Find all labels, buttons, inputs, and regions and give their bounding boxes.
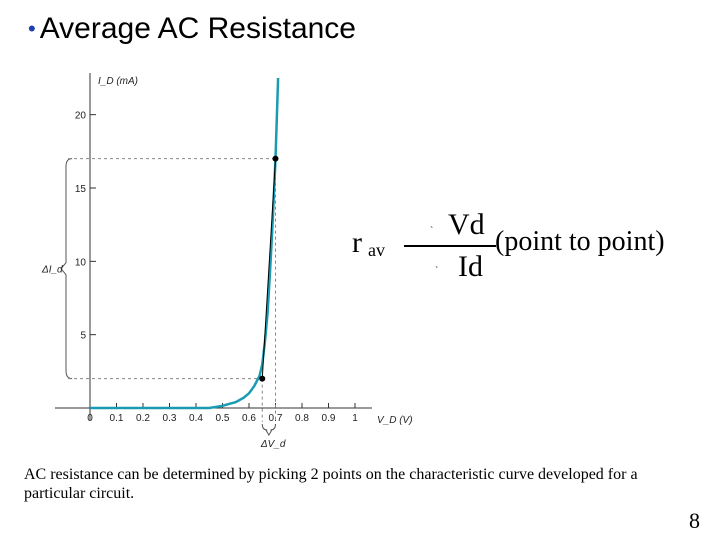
formula-subscript-av: av	[368, 240, 385, 260]
formula-r: r	[352, 226, 362, 259]
chord-line	[261, 158, 276, 379]
x-tick-label-5: 0.5	[216, 413, 230, 424]
x-tick-label-8: 0.8	[295, 413, 309, 424]
x-tick-label-3: 0.3	[163, 413, 177, 424]
formula-numerator: Vd	[448, 208, 485, 241]
x-tick-label-0: 0	[87, 413, 93, 424]
stray-mark-2: `	[435, 266, 439, 277]
x-tick-label-4: 0.4	[189, 413, 203, 424]
x-tick-label-1: 0.1	[110, 413, 124, 424]
delta-i-brace	[60, 158, 73, 380]
fraction-bar	[404, 245, 496, 247]
page-number: 8	[689, 508, 700, 533]
curve-layer	[90, 77, 280, 410]
delta-i-label: ΔI_d	[41, 265, 63, 276]
guide-lines	[68, 158, 276, 422]
point-layer	[259, 155, 279, 382]
label-layer: 0 0.1 0.2 0.3 0.4 0.5 0.6 0.7 0.8 0.9 15101520I_D …	[41, 76, 413, 450]
y-tick-label-0: 5	[80, 331, 86, 342]
point-1	[272, 155, 279, 162]
formula-point-to-point: (point to point)	[495, 226, 665, 257]
y-tick-label-2: 15	[75, 184, 87, 195]
y-axis-label: I_D (mA)	[98, 76, 138, 87]
delta-v-brace	[261, 423, 276, 436]
y-tick-label-1: 10	[75, 257, 87, 268]
x-tick-label-6: 0.6	[242, 413, 256, 424]
chart-axes	[55, 73, 372, 436]
description-text: AC resistance can be determined by picki…	[24, 466, 638, 502]
y-tick-label-3: 20	[75, 111, 87, 122]
title-text: Average AC Resistance	[39, 12, 356, 45]
characteristic-curve	[90, 77, 280, 410]
x-tick-label-10: 1	[352, 413, 358, 424]
title-bullet: •	[28, 16, 36, 41]
formula-denominator: Id	[458, 250, 483, 283]
x-tick-label-2: 0.2	[136, 413, 150, 424]
point-0	[259, 375, 266, 382]
x-tick-label-9: 0.9	[322, 413, 336, 424]
x-axis-label: V_D (V)	[377, 415, 413, 426]
delta-v-label: ΔV_d	[260, 439, 286, 450]
x-tick-label-7: 0.7	[269, 413, 283, 424]
stray-mark-1: `	[430, 226, 434, 237]
slide-title: • Average AC Resistance	[28, 12, 356, 46]
